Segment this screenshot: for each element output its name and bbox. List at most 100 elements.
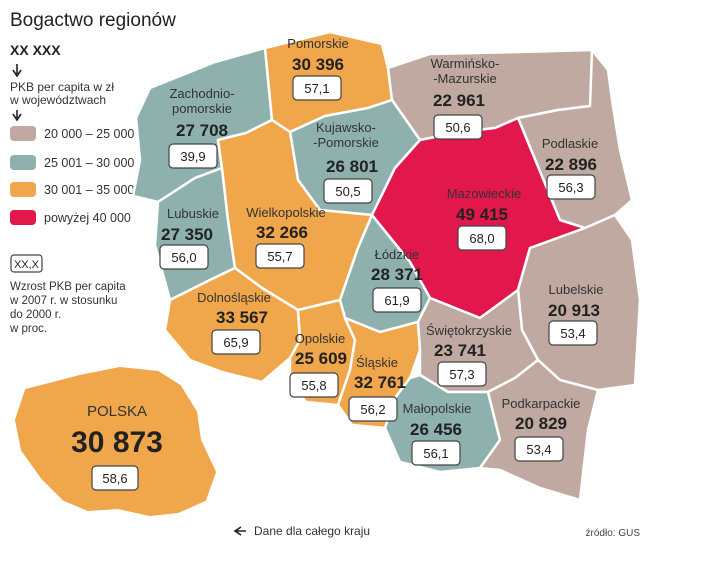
growth-box-swietokrzyskie — [437, 361, 487, 387]
legend-value-desc-1: PKB per capita w zł — [10, 80, 114, 94]
poland-growth-box — [91, 465, 139, 491]
region-growth-slaskie: 56,2 — [360, 402, 385, 417]
region-growth-wielkopolskie: 55,7 — [267, 249, 292, 264]
region-name-warminsko-2: -Mazurskie — [433, 71, 497, 86]
legend-growth-desc-4: w proc. — [9, 323, 47, 335]
region-growth-podlaskie: 56,3 — [558, 180, 583, 195]
region-value-podlaskie: 22 896 — [545, 155, 597, 174]
legend-label-3: 30 001 – 35 000 — [44, 183, 134, 197]
legend-swatch-2 — [10, 155, 36, 170]
poland-value: 30 873 — [71, 426, 163, 459]
region-growth-pomorskie: 57,1 — [304, 81, 329, 96]
poland-shape — [15, 367, 216, 516]
region-name-zachodniopomorskie-2: pomorskie — [172, 101, 232, 116]
legend-growth-desc-3: do 2000 r. — [10, 309, 61, 321]
growth-box-kujawsko — [323, 178, 373, 204]
growth-box-podkarpackie — [514, 436, 564, 462]
arrow-left-icon — [233, 526, 246, 536]
region-value-swietokrzyskie: 23 741 — [434, 341, 486, 360]
legend-swatch-3 — [10, 182, 36, 197]
region-value-pomorskie: 30 396 — [292, 55, 344, 74]
legend-label-2: 25 001 – 30 000 — [44, 156, 134, 170]
region-name-malopolskie: Małopolskie — [403, 401, 472, 416]
legend-swatch-1 — [10, 126, 36, 141]
source-credit: źródło: GUS — [586, 528, 641, 539]
growth-box-warminsko — [433, 114, 483, 140]
legend-growth-desc-2: w 2007 r. w stosunku — [9, 295, 117, 307]
arrow-down-icon — [12, 110, 22, 122]
region-name-lubelskie: Lubelskie — [549, 282, 604, 297]
growth-box-lubelskie — [548, 320, 598, 346]
region-name-opolskie: Opolskie — [295, 331, 346, 346]
region-name-lodzkie: Łódzkie — [375, 247, 420, 262]
region-name-pomorskie: Pomorskie — [287, 36, 348, 51]
growth-box-dolnoslaskie — [211, 329, 261, 355]
region-growth-lubelskie: 53,4 — [560, 326, 585, 341]
region-value-lubelskie: 20 913 — [548, 301, 600, 320]
growth-box-zachodniopomorskie — [168, 143, 218, 169]
region-value-lubuskie: 27 350 — [161, 225, 213, 244]
country-note: Dane dla całego kraju — [254, 524, 370, 538]
growth-box-wielkopolskie — [255, 243, 305, 269]
region-name-kujawsko-1: Kujawsko- — [316, 120, 376, 135]
poland-name: POLSKA — [87, 403, 147, 420]
legend-value-sample: XX XXX — [10, 42, 61, 58]
region-growth-dolnoslaskie: 65,9 — [223, 335, 248, 350]
region-value-zachodniopomorskie: 27 708 — [176, 121, 228, 140]
poland-overview: POLSKA 30 873 58,6 — [15, 367, 216, 516]
region-growth-mazowieckie: 68,0 — [469, 231, 494, 246]
region-growth-lubuskie: 56,0 — [171, 250, 196, 265]
growth-box-lodzkie — [372, 287, 422, 313]
growth-box-malopolskie — [411, 440, 461, 466]
region-name-warminsko-1: Warmińsko- — [431, 56, 500, 71]
growth-box-mazowieckie — [457, 225, 507, 251]
region-value-mazowieckie: 49 415 — [456, 205, 508, 224]
region-name-swietokrzyskie: Świętokrzyskie — [426, 323, 512, 338]
region-labels: Zachodnio- pomorskie 27 708 39,9 Pomorsk… — [159, 36, 604, 466]
region-name-zachodniopomorskie-1: Zachodnio- — [169, 86, 234, 101]
growth-box-podlaskie — [546, 174, 596, 200]
region-value-slaskie: 32 761 — [354, 373, 406, 392]
region-value-lodzkie: 28 371 — [371, 265, 423, 284]
legend-swatch-4 — [10, 210, 36, 225]
region-name-mazowieckie: Mazowieckie — [447, 186, 521, 201]
growth-box-pomorskie — [292, 75, 342, 101]
region-value-dolnoslaskie: 33 567 — [216, 308, 268, 327]
legend-growth-sample: XX,X — [14, 259, 40, 271]
region-podkarpackie — [478, 358, 600, 502]
legend-label-4: powyżej 40 000 — [44, 211, 131, 225]
region-name-slaskie: Śląskie — [356, 355, 398, 370]
region-value-warminsko: 22 961 — [433, 91, 485, 110]
region-value-wielkopolskie: 32 266 — [256, 223, 308, 242]
page-title: Bogactwo regionów — [10, 10, 176, 31]
region-name-podlaskie: Podlaskie — [542, 136, 598, 151]
region-growth-swietokrzyskie: 57,3 — [449, 367, 474, 382]
growth-box-slaskie — [348, 396, 398, 422]
region-growth-opolskie: 55,8 — [301, 378, 326, 393]
region-value-malopolskie: 26 456 — [410, 420, 462, 439]
legend-label-1: 20 000 – 25 000 — [44, 127, 134, 141]
legend-growth-desc-1: Wzrost PKB per capita — [10, 281, 126, 293]
region-growth-kujawsko: 50,5 — [335, 184, 360, 199]
region-growth-warminsko: 50,6 — [445, 120, 470, 135]
growth-box-opolskie — [289, 372, 339, 398]
legend-growth-box — [10, 254, 43, 273]
region-name-kujawsko-2: -Pomorskie — [313, 135, 379, 150]
region-name-dolnoslaskie: Dolnośląskie — [197, 290, 271, 305]
growth-box-lubuskie — [159, 244, 209, 270]
region-name-lubuskie: Lubuskie — [167, 206, 219, 221]
region-value-opolskie: 25 609 — [295, 349, 347, 368]
arrow-down-icon — [12, 64, 22, 78]
region-name-wielkopolskie: Wielkopolskie — [246, 205, 325, 220]
region-value-podkarpackie: 20 829 — [515, 414, 567, 433]
region-growth-lodzkie: 61,9 — [384, 293, 409, 308]
region-growth-zachodniopomorskie: 39,9 — [180, 149, 205, 164]
legend-value-desc-2: w województwach — [9, 93, 106, 107]
region-growth-podkarpackie: 53,4 — [526, 442, 551, 457]
legend: XX XXX PKB per capita w zł w województwa… — [9, 42, 134, 335]
region-growth-malopolskie: 56,1 — [423, 446, 448, 461]
region-name-podkarpackie: Podkarpackie — [502, 396, 581, 411]
poland-growth: 58,6 — [102, 471, 127, 486]
